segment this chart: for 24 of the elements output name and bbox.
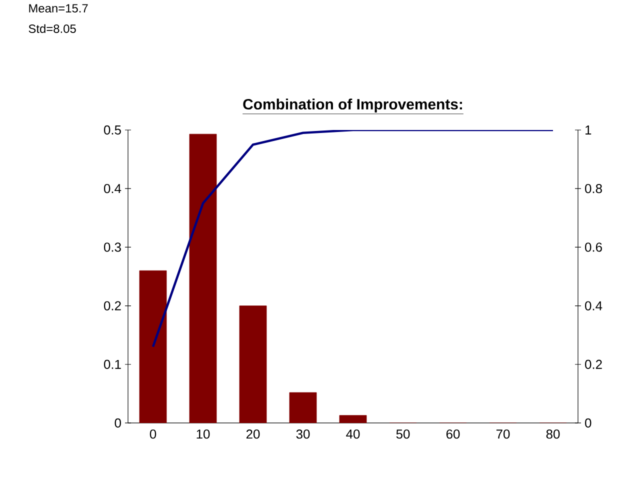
y-tick-label: 0.5 bbox=[104, 125, 121, 135]
x-tick-label: 70 bbox=[496, 430, 510, 439]
y2-tick-label: 0.8 bbox=[585, 184, 602, 194]
x-tick-label: 60 bbox=[446, 430, 460, 439]
y-tick-label: 0 bbox=[114, 418, 121, 428]
y2-tick-label: 0.4 bbox=[585, 301, 602, 310]
text: Std=8.05 bbox=[28, 24, 76, 33]
x-tick-label: 0 bbox=[150, 430, 156, 439]
y-tick-label: 0.2 bbox=[104, 301, 121, 310]
y2-tick-label: 0.2 bbox=[585, 360, 602, 369]
y2-tick-label: 0 bbox=[585, 418, 592, 428]
x-tick-label: 20 bbox=[246, 430, 260, 439]
y-tick-label: 0.4 bbox=[104, 184, 122, 194]
y2-tick-label: 1 bbox=[586, 126, 592, 134]
y-tick-label: 0.1 bbox=[104, 360, 121, 369]
y2-tick-label: 0.6 bbox=[585, 242, 602, 252]
x-tick-label: 80 bbox=[546, 430, 560, 439]
x-tick-label: 10 bbox=[196, 430, 210, 439]
chart-title: Combination of Improvements: bbox=[243, 98, 462, 112]
y-tick-label: 0.3 bbox=[104, 242, 121, 252]
x-tick-label: 40 bbox=[346, 430, 360, 439]
x-tick-label: 50 bbox=[396, 430, 410, 439]
text: Mean=15.7 bbox=[29, 4, 88, 13]
x-tick-label: 30 bbox=[296, 430, 310, 439]
